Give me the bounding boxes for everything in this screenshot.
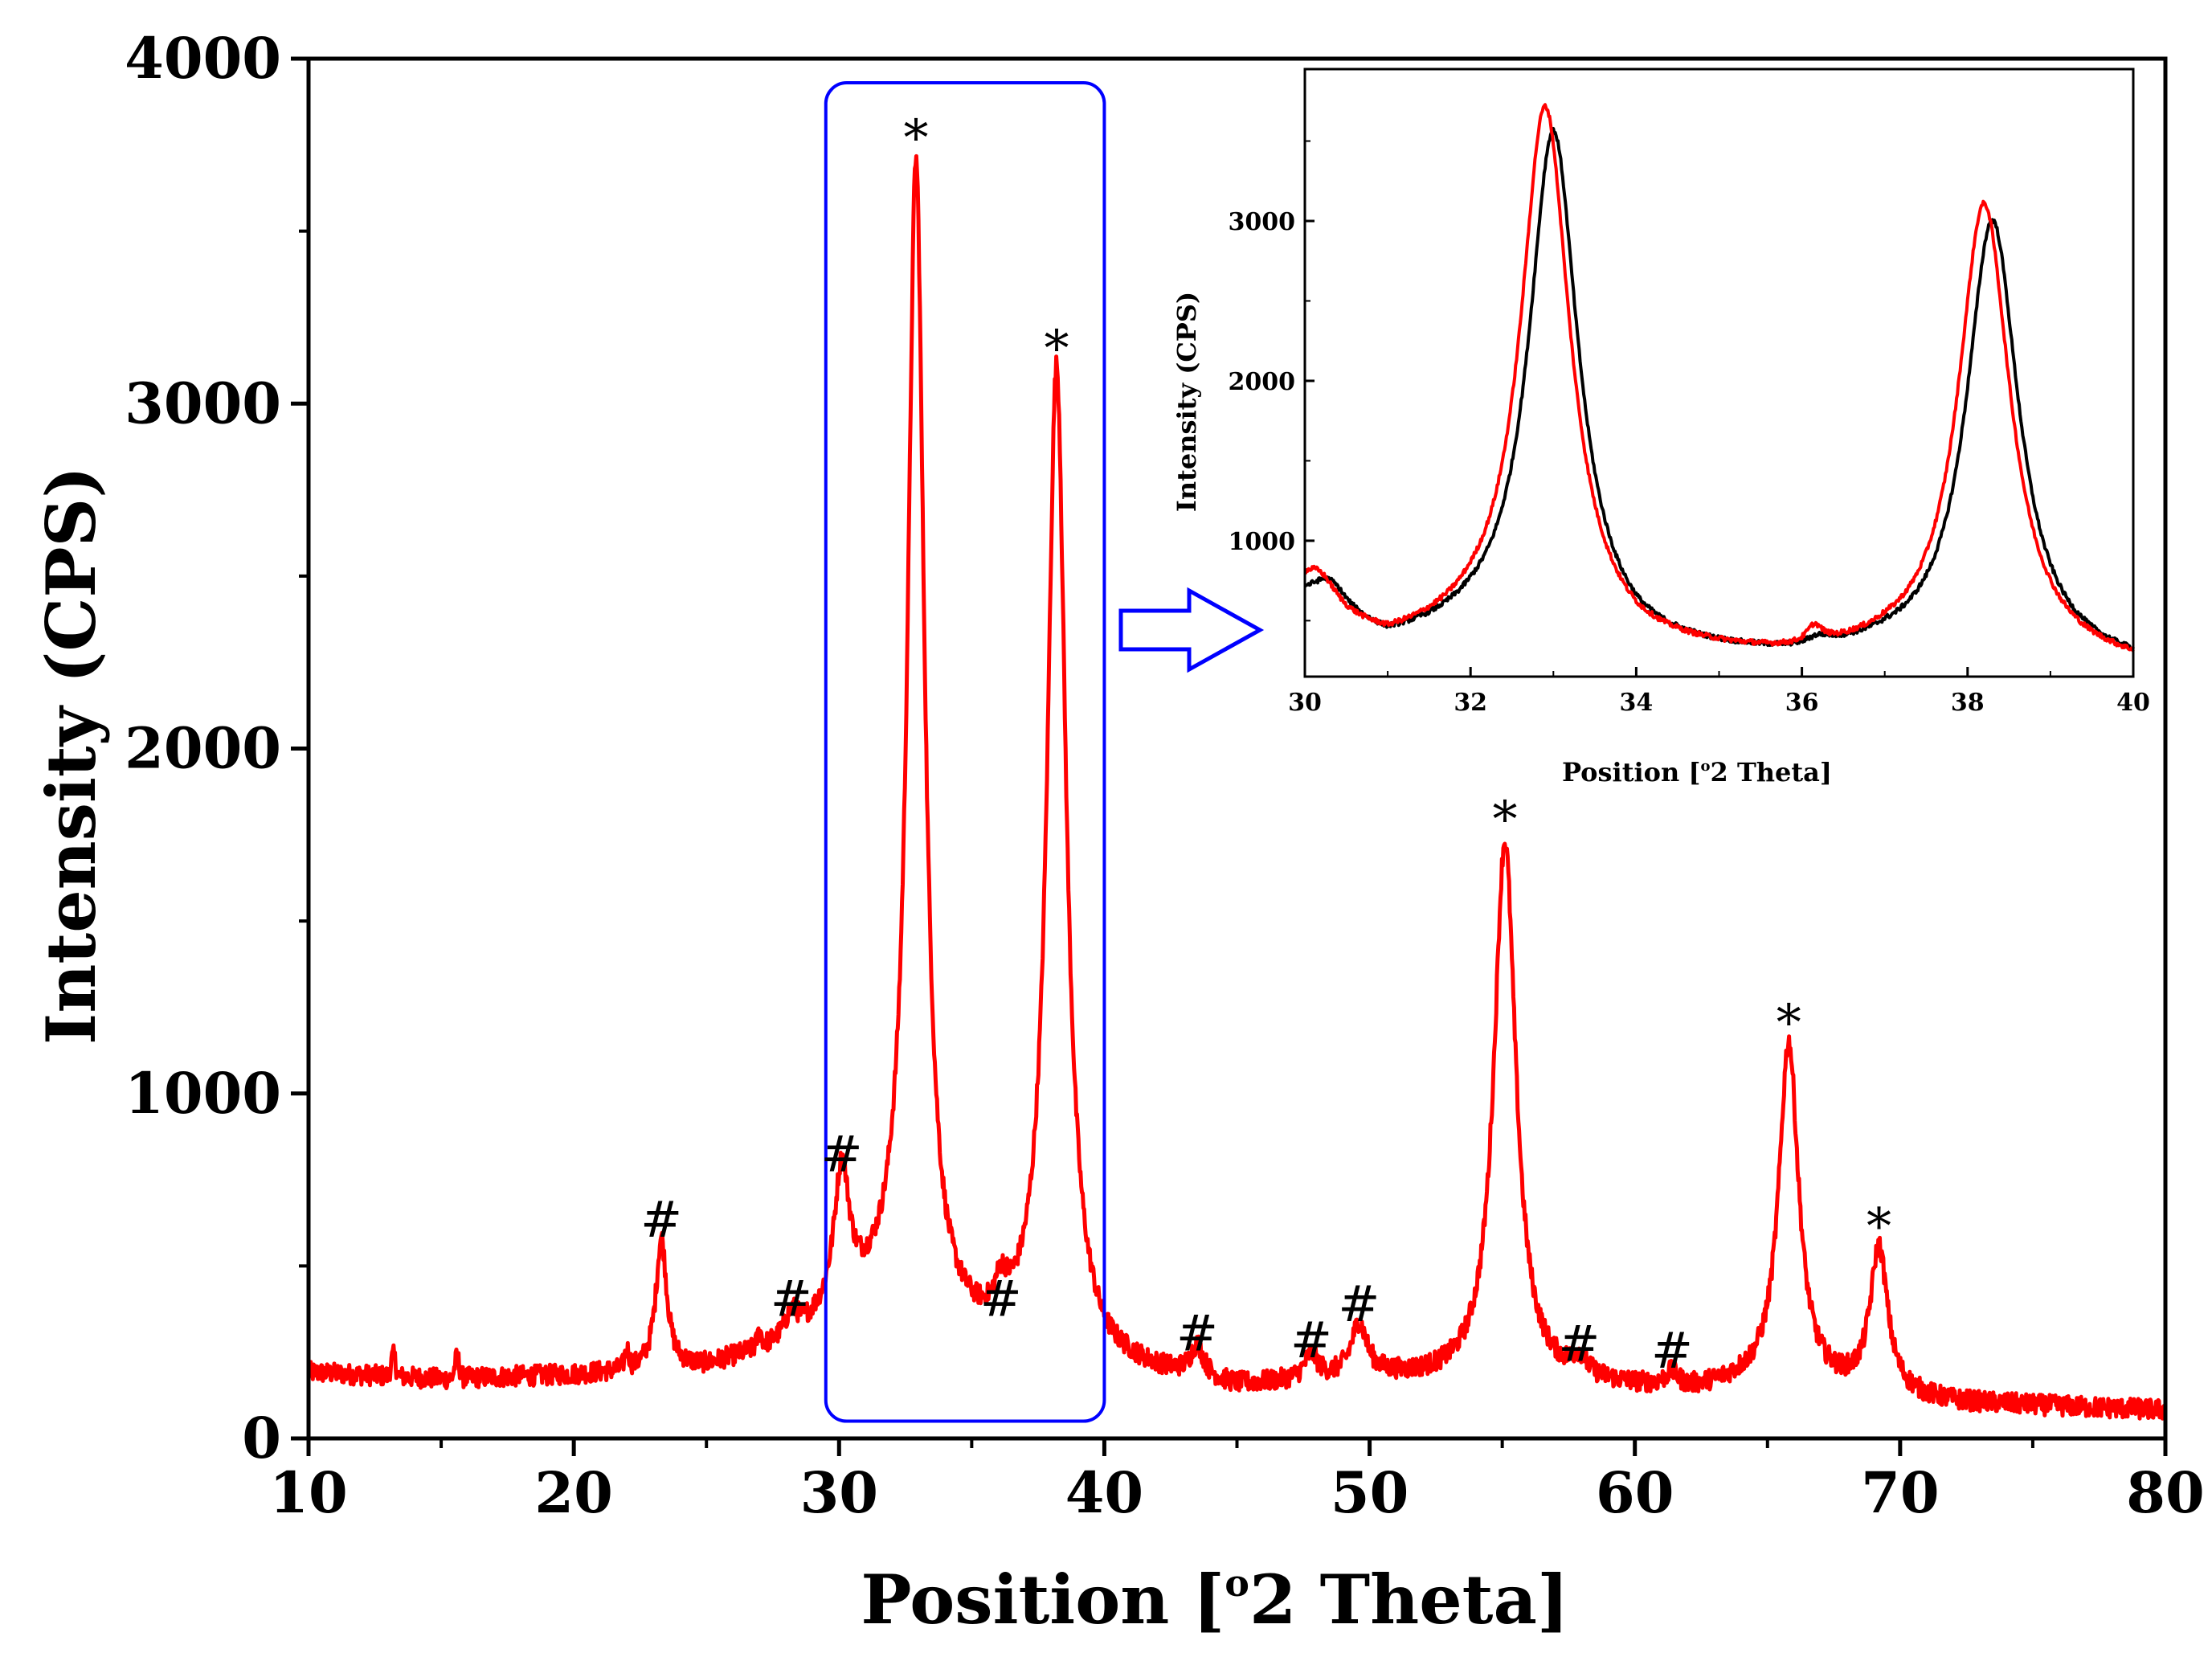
inset-y-tick-label: 3000 bbox=[1229, 208, 1296, 236]
inset-series-line-sample bbox=[1304, 103, 2135, 653]
inset-x-tick-label: 30 bbox=[1288, 689, 1322, 717]
inset-x-tick-label: 32 bbox=[1454, 689, 1487, 717]
inset-x-tick-label: 36 bbox=[1785, 689, 1819, 717]
main-series-layer bbox=[306, 153, 2168, 1421]
main-series-line-sample bbox=[306, 153, 2168, 1421]
peak-marker-hash: # bbox=[640, 1190, 682, 1249]
inset-x-axis-label: Position [o2 Theta] bbox=[1562, 757, 1832, 788]
peak-marker-hash: # bbox=[821, 1124, 863, 1183]
peak-marker-star: * bbox=[1492, 790, 1517, 849]
peak-marker-hash: # bbox=[1176, 1304, 1218, 1363]
highlight-box bbox=[824, 81, 1106, 1423]
peak-marker-star: * bbox=[1045, 319, 1069, 378]
inset-background bbox=[1305, 69, 2133, 677]
peak-marker-hash: # bbox=[1338, 1274, 1380, 1333]
main-x-tick-label: 80 bbox=[2126, 1459, 2204, 1526]
main-y-tick-label: 2000 bbox=[125, 715, 281, 782]
main-x-tick-label: 10 bbox=[269, 1459, 347, 1526]
inset-y-tick-label: 1000 bbox=[1229, 528, 1296, 556]
inset-x-tick-label: 38 bbox=[1951, 689, 1985, 717]
inset-series-layer bbox=[1303, 103, 2135, 653]
peak-marker-star: * bbox=[1777, 993, 1801, 1052]
inset-y-tick-label: 2000 bbox=[1229, 368, 1296, 396]
main-axes: 10 20 30 40 50 60 70 80 0 1000 2000 3000 4000 bbox=[125, 25, 2205, 1526]
main-x-tick-label: 50 bbox=[1331, 1459, 1409, 1526]
main-x-tick-label: 40 bbox=[1065, 1459, 1143, 1526]
main-highlight-box-layer bbox=[824, 81, 1106, 1423]
inset-x-axis-label-part2: 2 Theta] bbox=[1711, 757, 1833, 788]
inset-axes: 30 32 34 36 38 40 1000 2000 3000 bbox=[1229, 68, 2150, 717]
main-x-tick-label: 70 bbox=[1861, 1459, 1939, 1526]
main-x-tick-label: 20 bbox=[534, 1459, 612, 1526]
inset-x-tick-label: 34 bbox=[1620, 689, 1654, 717]
peak-marker-hash: # bbox=[980, 1270, 1022, 1328]
main-x-axis-label-degree: o bbox=[1225, 1561, 1249, 1605]
main-x-tick-label: 30 bbox=[800, 1459, 878, 1526]
main-y-tick-label: 0 bbox=[242, 1405, 281, 1471]
inset-x-axis-label-part1: Position [ bbox=[1562, 757, 1701, 788]
main-y-tick-label: 4000 bbox=[125, 25, 281, 92]
peak-marker-star: * bbox=[1867, 1197, 1891, 1255]
main-y-tick-label: 3000 bbox=[125, 370, 281, 436]
main-y-tick-label: 1000 bbox=[125, 1060, 281, 1127]
peak-marker-hash: # bbox=[1290, 1311, 1332, 1369]
main-peak-markers: ###*#*# ##*# #** bbox=[640, 108, 1891, 1380]
inset-panel bbox=[1305, 69, 2133, 677]
peak-marker-hash: # bbox=[771, 1270, 812, 1328]
peak-marker-hash: # bbox=[1651, 1321, 1693, 1380]
main-y-axis-label: Intensity (CPS) bbox=[31, 466, 111, 1045]
main-x-axis-label-part1: Position [ bbox=[861, 1560, 1225, 1639]
inset-x-tick-label: 40 bbox=[2116, 689, 2150, 717]
zoom-arrow-shape bbox=[1118, 587, 1265, 673]
peak-marker-hash: # bbox=[1558, 1314, 1600, 1373]
main-x-tick-label: 60 bbox=[1596, 1459, 1674, 1526]
main-x-axis-label-part2: 2 Theta] bbox=[1249, 1560, 1569, 1639]
inset-x-axis-label-degree: o bbox=[1701, 758, 1711, 775]
inset-y-axis-label: Intensity (CPS) bbox=[1171, 292, 1202, 512]
main-x-axis-label: Position [o2 Theta] bbox=[861, 1560, 1568, 1639]
peak-marker-star: * bbox=[904, 108, 929, 167]
zoom-arrow bbox=[1118, 587, 1265, 673]
